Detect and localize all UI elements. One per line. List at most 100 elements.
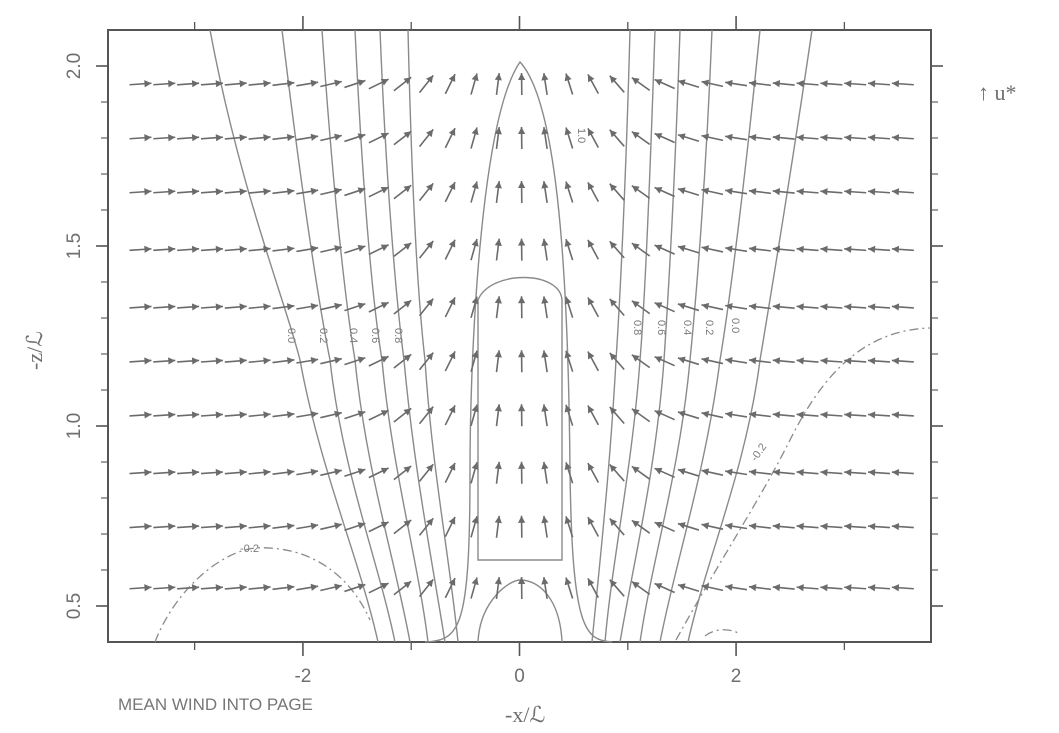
vector-arrowhead [215,468,223,477]
vector-arrowhead [701,245,710,253]
vector-arrowhead [677,79,686,87]
vector-arrowhead [310,468,319,476]
vector-arrowhead [541,515,549,524]
vector-arrowhead [286,411,295,419]
vector-arrowhead [263,468,271,476]
vector-arrowhead [448,297,456,306]
vector-arrowhead [494,404,502,412]
vector-arrowhead [263,584,271,592]
vector-arrowhead [310,187,319,195]
vector-arrowhead [891,245,900,253]
vector-arrowhead [868,245,876,253]
vector-arrowhead [541,577,549,585]
vector-arrowhead [471,462,479,470]
contour-label: 0.0 [285,328,297,343]
vector-arrowhead [891,411,900,419]
vector-arrowhead [725,522,733,530]
vector-arrowhead [518,404,526,412]
vector-arrowhead [587,297,595,306]
vector-arrowhead [380,356,389,363]
vector-arrowhead [748,583,757,592]
vector-arrowhead [215,522,223,531]
vector-arrowhead [725,583,733,591]
vector-arrowhead [820,303,828,311]
vector-arrowhead [191,411,200,419]
vector-arrowhead [286,133,295,142]
contour-label: 0.4 [681,320,693,335]
vector-arrowhead [748,303,757,311]
vector-arrowhead [844,80,852,88]
vector-arrowhead [796,468,804,477]
vector-arrowhead [471,516,479,524]
vector-arrowhead [772,134,781,142]
vector-arrowhead [587,463,595,471]
y-tick-label: 1.5 [64,233,85,259]
vector-arrowhead [471,239,479,247]
vector-arrowhead [631,354,640,362]
vector-arrowhead [448,239,456,248]
vector-arrowhead [844,584,852,592]
contour-label: 0.2 [703,320,715,335]
vector-arrowhead [748,522,757,530]
vector-arrowhead [239,468,247,477]
vector-arrowhead [748,187,757,196]
vector-arrowhead [426,75,434,84]
vector-arrowhead [587,351,595,360]
vector-arrowhead [891,468,900,477]
vector-arrowhead [494,577,502,585]
vector-arrowhead [844,522,852,531]
contour-label: -0.2 [749,441,770,463]
contour-line [659,29,761,643]
vector-arrowhead [448,74,456,83]
vector-arrowhead [144,584,152,592]
vector-arrowhead [564,350,572,359]
vector-arrowhead [677,410,686,418]
contour-label: 0.4 [347,328,359,343]
vector-arrowhead [426,298,434,307]
vector-arrowhead [426,518,434,526]
vector-arrowhead [471,350,479,359]
vector-arrowhead [631,520,640,528]
vector-arrowhead [494,515,502,524]
vector-arrowhead [239,522,247,531]
vector-arrowhead [215,80,223,88]
vector-arrowhead [677,133,686,141]
vector-arrowhead [772,522,781,531]
vector-arrowhead [263,188,271,196]
vector-arrowhead [631,243,640,251]
vector-arrowhead [334,245,342,253]
vector-arrowhead [191,245,200,253]
vector-arrowhead [701,356,710,364]
vector-arrowhead [191,468,200,477]
vector-arrowhead [426,183,434,192]
vector-arrowhead [725,357,733,365]
vector-arrowhead [310,302,319,311]
contour-line [675,327,931,641]
vector-arrowhead [609,518,618,527]
vector-arrowhead [891,584,900,592]
vector-arrowhead [772,411,781,419]
contour-line [704,629,741,637]
y-axis-title: -z/ℒ [22,331,47,370]
vector-arrowhead [844,357,852,365]
vector-arrowhead [844,134,852,142]
vector-arrowhead [191,584,200,592]
vector-arrowhead [796,522,804,531]
vector-arrowhead [820,584,828,592]
vector-arrowhead [191,134,200,142]
vector-arrowhead [239,584,247,592]
vector-arrowhead [215,411,223,419]
vector-arrowhead [772,468,781,477]
vector-arrowhead [494,73,502,81]
vector-arrowhead [868,522,876,531]
vector-arrowhead [609,406,618,415]
vector-arrowhead [334,187,342,195]
vector-arrowhead [844,468,852,477]
vector-arrowhead [677,187,686,195]
vector-arrowhead [403,466,412,474]
vector-arrowhead [541,350,549,358]
vector-arrowhead [796,245,804,253]
vector-arrowhead [239,411,247,419]
vector-arrowhead [868,134,876,142]
